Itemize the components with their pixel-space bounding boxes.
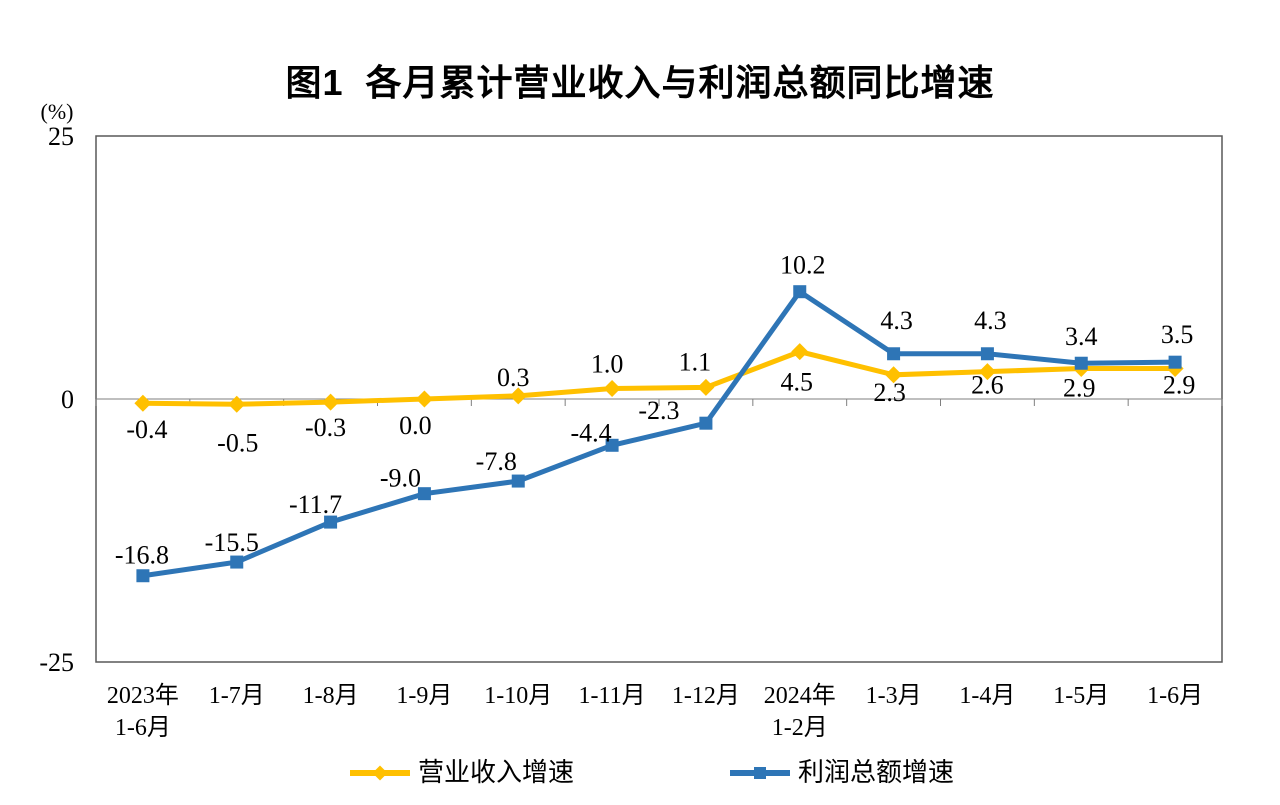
- marker-square: [417, 487, 431, 501]
- data-label: -4.4: [570, 418, 611, 447]
- profit-series-swatch-icon: [730, 767, 790, 779]
- y-axis-tick-label: -25: [39, 648, 74, 677]
- marker-square: [980, 347, 994, 361]
- marker-diamond: [697, 378, 715, 396]
- legend-item-revenue: 营业收入增速: [349, 758, 574, 788]
- y-axis-unit-label: (%): [41, 99, 74, 124]
- marker-diamond: [791, 343, 809, 361]
- x-axis-label: 1-6月: [115, 715, 171, 741]
- data-label: -16.8: [115, 541, 169, 570]
- marker-square: [136, 569, 150, 583]
- legend-label-profit: 利润总额增速: [798, 758, 955, 787]
- x-axis-label: 1-8月: [303, 683, 359, 709]
- data-label: -2.3: [638, 396, 679, 425]
- x-axis-label: 1-12月: [672, 683, 740, 709]
- data-label: 4.3: [974, 306, 1007, 335]
- x-axis-label: 1-11月: [579, 683, 646, 709]
- x-axis-label: 1-7月: [209, 683, 265, 709]
- data-label: -0.4: [126, 415, 167, 444]
- data-label: 1.1: [679, 347, 712, 376]
- marker-square: [793, 285, 807, 299]
- data-label: 0.3: [497, 363, 530, 392]
- data-label: -15.5: [205, 528, 259, 557]
- marker-square: [1074, 356, 1088, 370]
- data-label: 10.2: [780, 251, 826, 280]
- marker-square: [324, 515, 338, 529]
- marker-diamond: [228, 395, 246, 413]
- marker-square: [1168, 355, 1182, 369]
- x-axis-label: 1-10月: [484, 683, 552, 709]
- data-label: 3.4: [1065, 322, 1098, 351]
- marker-diamond: [415, 390, 433, 408]
- revenue-series-swatch-icon: [350, 765, 410, 781]
- data-label: -0.3: [305, 413, 346, 442]
- data-label: 2.6: [971, 371, 1004, 400]
- marker-diamond: [885, 366, 903, 384]
- marker-square: [230, 555, 244, 569]
- legend-label-revenue: 营业收入增速: [418, 758, 575, 787]
- data-label: 2.3: [873, 378, 906, 407]
- marker-diamond: [322, 393, 340, 411]
- data-label: 2.9: [1163, 370, 1196, 399]
- x-axis-label: 2023年: [107, 682, 179, 709]
- chart-title: 图1 各月累计营业收入与利润总额同比增速: [285, 62, 995, 103]
- x-axis-label: 1-4月: [959, 683, 1015, 709]
- data-label: -7.8: [476, 447, 517, 476]
- marker-square: [887, 347, 901, 361]
- data-label: -0.5: [217, 428, 258, 457]
- y-axis-tick-label: 0: [61, 385, 74, 414]
- series-line-0: [142, 349, 1176, 407]
- y-axis-tick-label: 25: [48, 122, 74, 151]
- data-label: 0.0: [399, 411, 432, 440]
- marker-diamond: [134, 394, 152, 412]
- x-axis-label: 2024年: [764, 682, 836, 709]
- data-label: -9.0: [380, 464, 421, 493]
- x-axis-label: 1-3月: [866, 683, 922, 709]
- marker-square: [511, 474, 525, 488]
- marker-square: [699, 416, 713, 430]
- marker-diamond: [978, 363, 996, 381]
- x-axis-label: 1-5月: [1053, 683, 1109, 709]
- x-axis-label: 1-6月: [1147, 683, 1203, 709]
- data-label: 3.5: [1161, 320, 1194, 349]
- legend-item-profit: 利润总额增速: [729, 758, 954, 788]
- marker-diamond: [603, 379, 621, 397]
- marker-diamond: [509, 387, 527, 405]
- data-label: -11.7: [289, 490, 342, 519]
- x-axis-label: 1-9月: [396, 683, 452, 709]
- data-label: 4.5: [781, 368, 814, 397]
- x-axis-label: 1-2月: [772, 715, 828, 741]
- series-line-1: [142, 288, 1176, 579]
- data-label: 1.0: [591, 349, 624, 378]
- data-label: 4.3: [880, 306, 913, 335]
- marker-square: [605, 438, 619, 452]
- data-label: 2.9: [1063, 373, 1096, 402]
